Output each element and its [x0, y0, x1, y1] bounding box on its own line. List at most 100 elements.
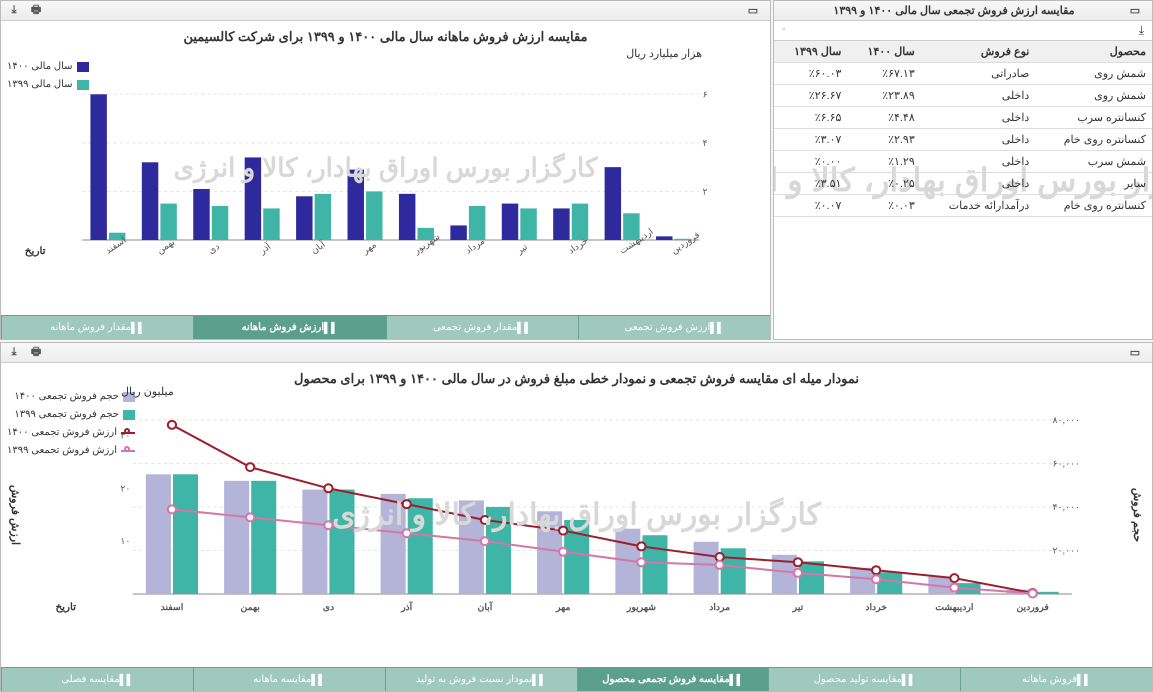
table-panel-titlebar: ▭ مقایسه ارزش فروش تجمعی سال مالی ۱۴۰۰ و… — [774, 1, 1152, 21]
monthly-chart-tabs: ▌▌ارزش فروش تجمعی▌▌مقدار فروش تجمعی▌▌ارز… — [1, 315, 770, 339]
cumulative-chart-tabs: ▌▌فروش ماهانه▌▌مقایسه تولید محصول▌▌مقایس… — [1, 667, 1152, 691]
monthly-chart-titlebar: ▭ 🖶 ⤓ — [1, 1, 770, 21]
table-cell: ٪۳.۰۷ — [774, 129, 847, 151]
chart-tab[interactable]: ▌▌ارزش فروش ماهانه — [193, 316, 385, 339]
table-cell: شمش روی — [1035, 85, 1152, 107]
table-cell: ٪۶۷.۱۳ — [847, 63, 920, 85]
table-cell: ٪۶.۶۵ — [774, 107, 847, 129]
y-right-axis-title: حجم فروش — [1131, 488, 1144, 542]
maximize-icon[interactable]: ▭ — [746, 4, 760, 18]
print-icon[interactable]: 🖶 — [29, 346, 43, 360]
legend-label: حجم فروش تجمعی ۱۴۰۰ — [14, 389, 119, 405]
comparison-table: محصولنوع فروشسال ۱۴۰۰سال ۱۳۹۹ شمش رویصاد… — [774, 41, 1152, 217]
svg-text:اردیبهشت: اردیبهشت — [935, 602, 973, 613]
export-icon[interactable]: ⤓ — [7, 346, 21, 360]
svg-text:خرداد: خرداد — [865, 602, 887, 613]
table-header-cell: سال ۱۴۰۰ — [847, 41, 920, 63]
maximize-icon[interactable]: ▭ — [1128, 346, 1142, 360]
drag-handle: - — [782, 23, 786, 38]
tab-label: مقایسه تولید محصول — [814, 674, 902, 685]
table-panel-title: مقایسه ارزش فروش تجمعی سال مالی ۱۴۰۰ و ۱… — [780, 4, 1128, 17]
chart-tab[interactable]: ▌▌مقدار فروش ماهانه — [1, 316, 193, 339]
tab-label: فروش ماهانه — [1022, 674, 1077, 685]
legend-line — [121, 432, 135, 434]
chart-tab[interactable]: ▌▌ نمودار نسبت فروش به تولید — [385, 668, 577, 691]
table-row: کنسانتره روی خامداخلی٪۲.۹۳٪۳.۰۷ — [774, 129, 1152, 151]
svg-text:فروردین: فروردین — [669, 230, 702, 257]
table-cell: کنسانتره روی خام — [1035, 129, 1152, 151]
bar-chart-icon: ▌▌ — [734, 675, 744, 685]
table-cell: داخلی — [921, 129, 1036, 151]
table-cell: ٪۶۰.۰۳ — [774, 63, 847, 85]
table-cell: شمش روی — [1035, 63, 1152, 85]
monthly-chart-y-title: هزار میلیارد ریال — [9, 47, 762, 60]
maximize-icon[interactable]: ▭ — [1128, 4, 1142, 18]
svg-text:آبان: آبان — [478, 601, 494, 612]
export-icon[interactable]: ⤓ — [7, 4, 21, 18]
chart-tab[interactable]: ▌▌مقایسه ماهانه — [193, 668, 385, 691]
svg-text:مرداد: مرداد — [709, 602, 730, 613]
bar-chart-icon: ▌▌ — [536, 675, 546, 685]
tab-label: نمودار نسبت فروش به تولید — [416, 674, 532, 685]
legend-item: سال مالی ۱۳۹۹ — [7, 77, 89, 93]
table-cell: داخلی — [921, 151, 1036, 173]
tab-label: مقدار فروش تجمعی — [433, 322, 517, 333]
table-cell: ٪۲۳.۸۹ — [847, 85, 920, 107]
table-row: کنسانتره سربداخلی٪۴.۴۸٪۶.۶۵ — [774, 107, 1152, 129]
svg-text:تاریخ: تاریخ — [25, 246, 46, 257]
svg-text:آبان: آبان — [308, 238, 327, 255]
tab-label: مقایسه فروش تجمعی محصول — [602, 674, 729, 685]
svg-text:مهر: مهر — [555, 602, 570, 613]
print-icon[interactable]: 🖶 — [29, 4, 43, 18]
legend-swatch — [77, 62, 89, 72]
table-row: کنسانتره روی خامدرآمدارائه خدمات٪۰.۰۳٪۰.… — [774, 195, 1152, 217]
bar-chart-icon: ▌▌ — [135, 323, 145, 333]
cumulative-chart-panel: ▭ 🖶 ⤓ کارگزار بورس اوراق بهادار، کالا و … — [0, 342, 1153, 692]
export-icon[interactable]: ⤓ — [1139, 23, 1144, 38]
cumulative-chart-area: کارگزار بورس اوراق بهادار، کالا و انرژی … — [1, 363, 1152, 667]
table-row: سایرداخلی٪۰.۲۵٪۳.۵۱ — [774, 173, 1152, 195]
tab-label: مقایسه ماهانه — [253, 674, 311, 685]
table-cell: شمش سرب — [1035, 151, 1152, 173]
svg-text:فروردین: فروردین — [1017, 602, 1049, 613]
monthly-chart-legend: سال مالی ۱۴۰۰سال مالی ۱۳۹۹ — [7, 59, 89, 95]
legend-label: سال مالی ۱۳۹۹ — [7, 77, 73, 93]
svg-text:۱۰: ۱۰ — [120, 536, 130, 546]
table-cell: ٪۲.۹۳ — [847, 129, 920, 151]
legend-item: حجم فروش تجمعی ۱۴۰۰ — [7, 389, 135, 405]
chart-tab[interactable]: ▌▌ارزش فروش تجمعی — [578, 316, 770, 339]
table-header-cell: محصول — [1035, 41, 1152, 63]
monthly-chart-panel: ▭ 🖶 ⤓ کارگزار بورس اوراق بهادار، کالا و … — [0, 0, 771, 340]
chart-tab[interactable]: ▌▌مقایسه فصلی — [1, 668, 193, 691]
y-left-axis-title: ارزش فروش — [9, 485, 22, 545]
legend-line — [121, 450, 135, 452]
legend-label: ارزش فروش تجمعی ۱۴۰۰ — [7, 425, 117, 441]
svg-text:۲: ۲ — [703, 187, 708, 197]
table-row: شمش رویصادراتی٪۶۷.۱۳٪۶۰.۰۳ — [774, 63, 1152, 85]
table-row: شمش رویداخلی٪۲۳.۸۹٪۲۶.۶۷ — [774, 85, 1152, 107]
table-cell: درآمدارائه خدمات — [921, 195, 1036, 217]
table-cell: ٪۳.۵۱ — [774, 173, 847, 195]
legend-item: حجم فروش تجمعی ۱۳۹۹ — [7, 407, 135, 423]
svg-text:آذر: آذر — [400, 601, 414, 613]
svg-text:۲۰,۰۰۰: ۲۰,۰۰۰ — [1053, 546, 1080, 556]
chart-tab[interactable]: ▌▌مقایسه تولید محصول — [768, 668, 960, 691]
chart-tab[interactable]: ▌▌فروش ماهانه — [960, 668, 1152, 691]
y-right-subtitle: میلیون ریال — [121, 385, 174, 398]
table-cell: ٪۰.۰۳ — [847, 195, 920, 217]
chart-tab[interactable]: ▌▌مقدار فروش تجمعی — [386, 316, 578, 339]
legend-swatch — [123, 410, 135, 420]
table-cell: ٪۰.۰۰ — [774, 151, 847, 173]
table-cell: سایر — [1035, 173, 1152, 195]
table-cell: ٪۲۶.۶۷ — [774, 85, 847, 107]
legend-label: حجم فروش تجمعی ۱۳۹۹ — [14, 407, 119, 423]
cumulative-chart-legend: حجم فروش تجمعی ۱۴۰۰ حجم فروش تجمعی ۱۳۹۹ ار… — [7, 389, 135, 461]
svg-text:آذر: آذر — [256, 240, 274, 257]
chart-tab[interactable]: ▌▌ مقایسه فروش تجمعی محصول — [577, 668, 769, 691]
svg-text:۶۰,۰۰۰: ۶۰,۰۰۰ — [1053, 459, 1080, 469]
table-header-cell: نوع فروش — [921, 41, 1036, 63]
table-row: شمش سربداخلی٪۱.۲۹٪۰.۰۰ — [774, 151, 1152, 173]
svg-text:مهر: مهر — [359, 240, 378, 257]
table-panel: ▭ مقایسه ارزش فروش تجمعی سال مالی ۱۴۰۰ و… — [773, 0, 1153, 340]
svg-text:اسفند: اسفند — [161, 602, 184, 612]
